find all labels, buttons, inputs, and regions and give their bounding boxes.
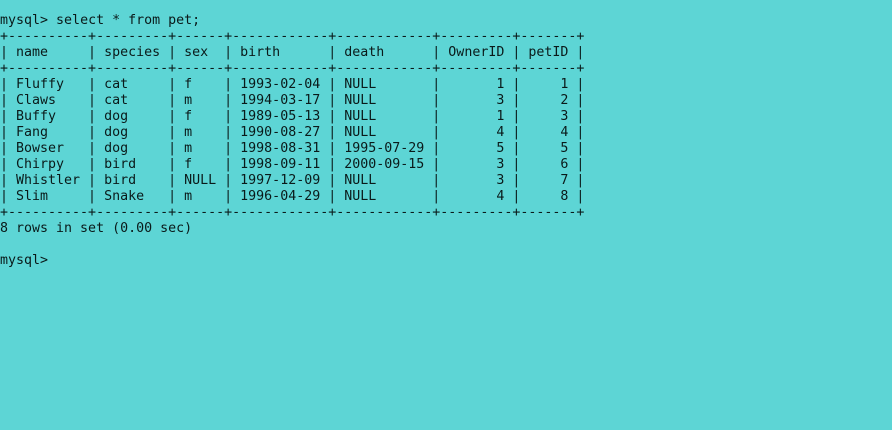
result-summary: 8 rows in set (0.00 sec) [0, 221, 193, 236]
command-line: mysql> select * from pet; [0, 13, 892, 29]
table-border-mid: +----------+---------+------+-----------… [0, 61, 585, 76]
table-row: | Slim | Snake | m | 1996-04-29 | NULL |… [0, 189, 585, 204]
table-row: | Fang | dog | m | 1990-08-27 | NULL | 4… [0, 125, 585, 140]
table-border-bottom: +----------+---------+------+-----------… [0, 205, 585, 220]
prompt: mysql> [0, 13, 57, 28]
table-row: | Chirpy | bird | f | 1998-09-11 | 2000-… [0, 157, 585, 172]
table-row: | Claws | cat | m | 1994-03-17 | NULL | … [0, 93, 585, 108]
command-text: select * from pet; [56, 13, 201, 28]
input-prompt-line[interactable]: mysql> [0, 253, 892, 269]
table-row: | Whistler | bird | NULL | 1997-12-09 | … [0, 173, 585, 188]
table-row: | Buffy | dog | f | 1989-05-13 | NULL | … [0, 109, 585, 124]
table-border-top: +----------+---------+------+-----------… [0, 29, 585, 44]
table-row: | Bowser | dog | m | 1998-08-31 | 1995-0… [0, 141, 585, 156]
table-row: | Fluffy | cat | f | 1993-02-04 | NULL |… [0, 77, 585, 92]
next-prompt: mysql> [0, 253, 49, 268]
blank-line [0, 237, 892, 253]
table-header: | name | species | sex | birth | death |… [0, 45, 585, 60]
